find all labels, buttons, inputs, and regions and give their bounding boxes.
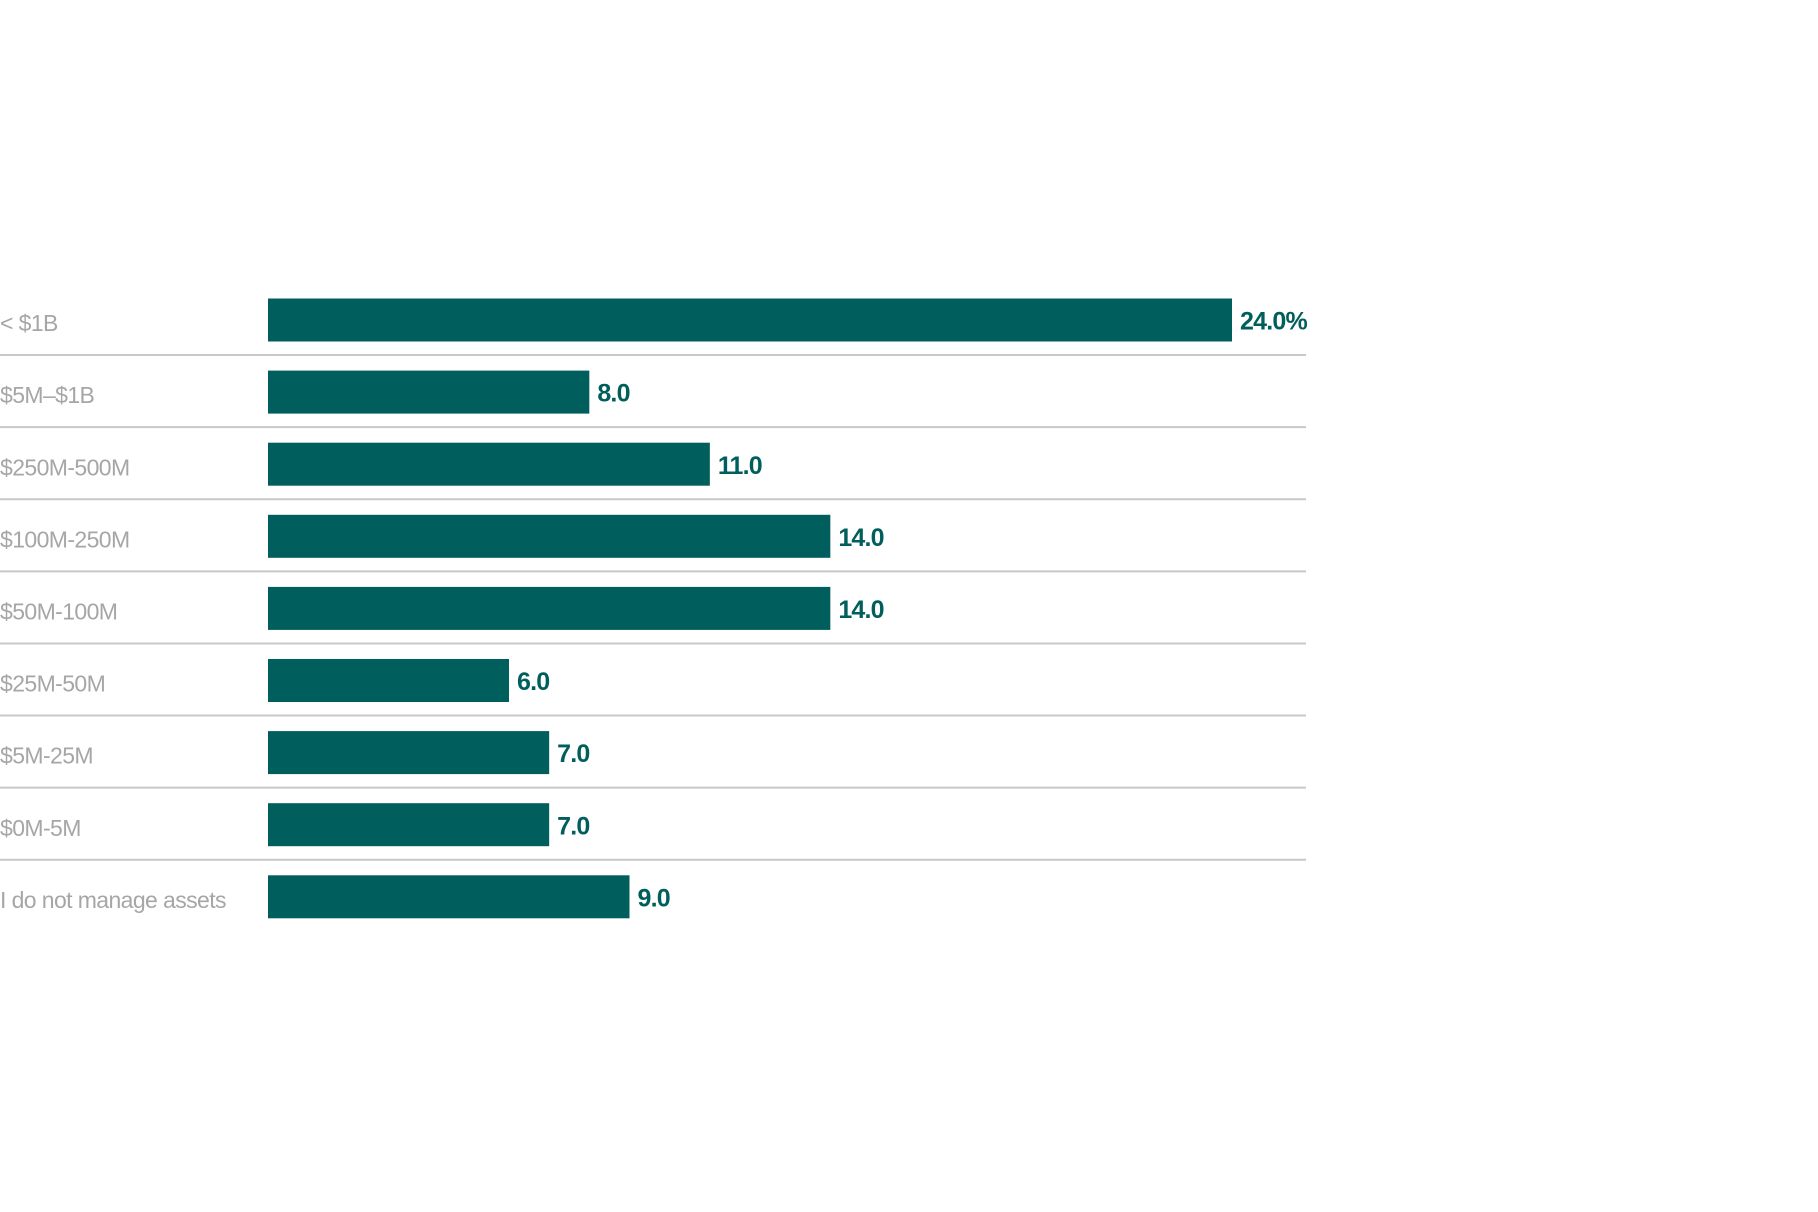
bar <box>268 370 590 414</box>
category-label: $5M-25M <box>0 743 93 769</box>
bar <box>268 731 550 775</box>
value-label: 7.0 <box>557 812 589 840</box>
value-label: 24.0% <box>1240 308 1307 336</box>
category-label: < $1B <box>0 310 58 336</box>
category-label: I do not manage assets <box>0 887 226 913</box>
value-label: 7.0 <box>557 740 589 768</box>
category-label: $5M–$1B <box>0 382 95 408</box>
category-label: $100M-250M <box>0 526 130 552</box>
value-label: 14.0 <box>838 524 883 552</box>
bar <box>268 875 630 919</box>
bar <box>268 514 831 558</box>
bar <box>268 659 509 702</box>
category-label: $250M-500M <box>0 454 130 480</box>
bar <box>268 586 831 630</box>
category-label: $25M-50M <box>0 671 105 697</box>
value-label: 6.0 <box>517 668 549 696</box>
value-label: 9.0 <box>638 884 670 912</box>
value-label: 8.0 <box>597 380 629 408</box>
category-label: $50M-100M <box>0 598 117 624</box>
bar <box>268 442 710 486</box>
bar <box>268 803 550 847</box>
category-label: $0M-5M <box>0 815 81 841</box>
value-label: 14.0 <box>838 596 883 624</box>
value-label: 11.0 <box>718 452 762 480</box>
bar <box>268 298 1232 342</box>
